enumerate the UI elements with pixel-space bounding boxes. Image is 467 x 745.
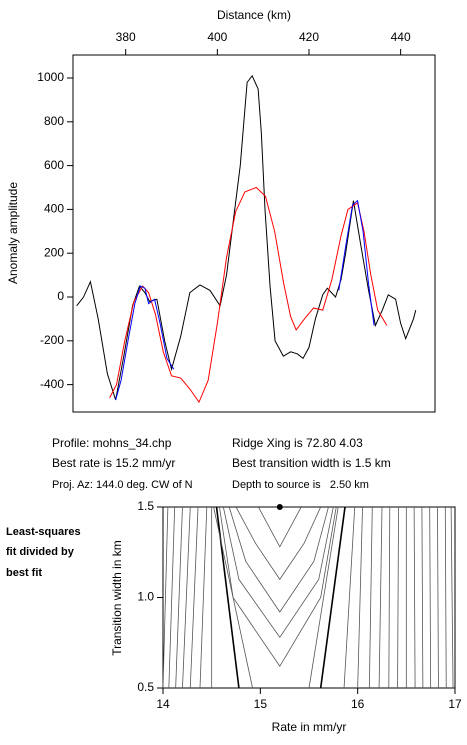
y-tick-label: -200: [40, 333, 64, 347]
contour-line: [162, 506, 169, 689]
contour-line: [421, 506, 424, 689]
contour-line: [319, 506, 346, 689]
y-tick-label: 1000: [37, 70, 64, 84]
contour-line: [368, 506, 373, 689]
note-text: fit divided by: [6, 546, 75, 558]
x-tick-label: 400: [207, 30, 227, 44]
y-tick-label: 800: [44, 114, 64, 128]
info-text: Ridge Xing is 72.80 4.03: [232, 436, 363, 450]
info-text: Depth to source is 2.50 km: [232, 479, 369, 491]
contour-line: [219, 506, 337, 668]
contour-line: [429, 506, 432, 689]
contour-line: [308, 506, 339, 689]
contour-line: [378, 506, 383, 689]
y-tick-label: 1.5: [137, 499, 154, 513]
y-tick-label: 200: [44, 245, 64, 259]
y-tick-label: 1.0: [137, 590, 154, 604]
data-line: [109, 186, 388, 404]
contour-line: [182, 506, 191, 689]
contour-line: [397, 506, 399, 689]
contour-line: [388, 506, 391, 689]
y-axis-title: Transition width in km: [110, 540, 124, 656]
data-line: [115, 199, 375, 401]
contour-line: [168, 506, 176, 689]
contour-line: [343, 506, 356, 689]
note-text: best fit: [6, 567, 42, 579]
x-tick-label: 380: [116, 30, 136, 44]
contour-line: [199, 506, 208, 689]
y-tick-label: 0: [57, 289, 64, 303]
contour-line: [357, 506, 363, 689]
y-axis-title: Anomaly amplitude: [6, 182, 20, 284]
contour-line: [437, 506, 439, 689]
x-axis-title: Rate in mm/yr: [272, 720, 347, 734]
contour-line: [413, 506, 416, 689]
plot-frame: [72, 54, 436, 413]
x-axis-title: Distance (km): [217, 8, 291, 22]
y-tick-label: 400: [44, 202, 64, 216]
contour-line: [444, 506, 447, 689]
y-tick-label: 600: [44, 158, 64, 172]
contour-line: [222, 506, 334, 639]
contour-line: [228, 506, 329, 613]
x-tick-label: 15: [254, 697, 268, 711]
x-tick-label: 440: [391, 30, 411, 44]
contour-line: [175, 506, 183, 689]
info-text: Proj. Az: 144.0 deg. CW of N: [52, 479, 193, 491]
info-text: Best transition width is 1.5 km: [232, 456, 391, 470]
contour-line: [189, 506, 199, 689]
note-text: Least-squares: [6, 526, 81, 538]
y-tick-label: 0.5: [137, 680, 154, 694]
contour-line: [450, 506, 454, 689]
x-tick-label: 17: [448, 697, 462, 711]
best-fit-point: [276, 504, 283, 510]
contour-line: [258, 506, 302, 548]
y-tick-label: -400: [40, 377, 64, 391]
info-text: Best rate is 15.2 mm/yr: [52, 456, 175, 470]
x-tick-label: 420: [299, 30, 319, 44]
info-text: Profile: mohns_34.chp: [52, 436, 172, 450]
contour-line: [235, 506, 322, 581]
x-tick-label: 16: [351, 697, 365, 711]
x-tick-label: 14: [156, 697, 170, 711]
